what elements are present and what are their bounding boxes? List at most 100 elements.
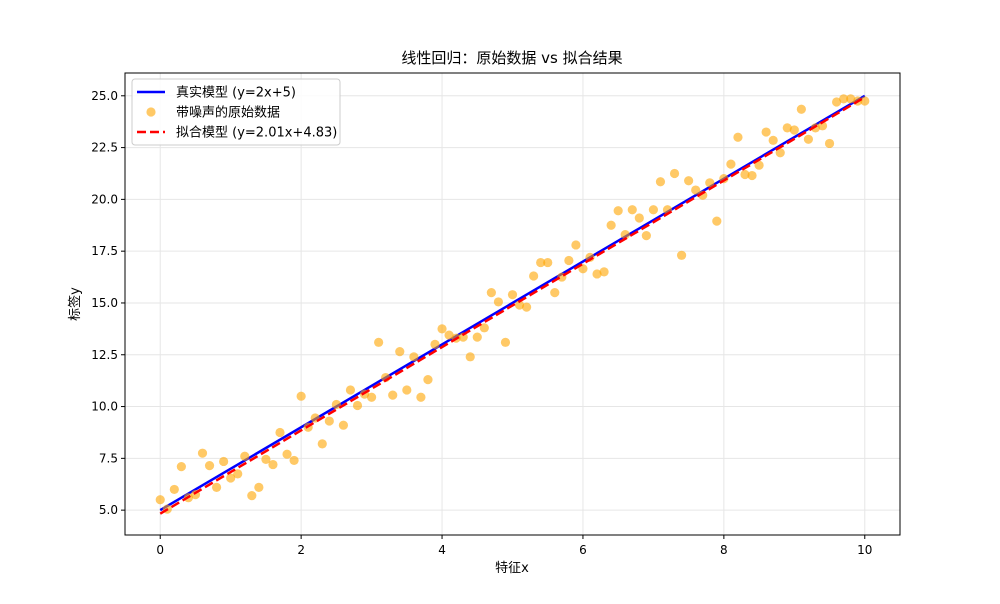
y-axis-label: 标签y bbox=[67, 287, 83, 321]
data-point bbox=[726, 159, 736, 169]
data-point bbox=[839, 94, 849, 104]
data-point bbox=[761, 127, 771, 137]
data-point bbox=[197, 448, 208, 458]
data-point bbox=[211, 482, 222, 492]
data-point bbox=[472, 332, 482, 342]
data-point bbox=[613, 206, 623, 216]
x-tick-label: 8 bbox=[720, 543, 728, 557]
data-point bbox=[388, 390, 398, 400]
data-point bbox=[374, 337, 384, 347]
data-point bbox=[395, 347, 405, 357]
data-point bbox=[479, 323, 489, 333]
data-point bbox=[733, 132, 743, 142]
data-point bbox=[521, 302, 532, 312]
data-point bbox=[627, 205, 637, 215]
data-point bbox=[155, 495, 165, 505]
data-point bbox=[169, 484, 179, 495]
data-point bbox=[831, 97, 842, 107]
y-tick-label: 12.5 bbox=[91, 348, 118, 362]
data-point bbox=[416, 392, 426, 402]
data-point bbox=[219, 456, 229, 467]
data-point bbox=[768, 135, 778, 145]
data-point bbox=[740, 169, 750, 180]
data-point bbox=[507, 290, 518, 300]
y-tick-label: 10.0 bbox=[91, 400, 118, 414]
data-point bbox=[261, 454, 271, 464]
data-point bbox=[486, 288, 496, 298]
data-point bbox=[437, 324, 447, 334]
data-point bbox=[352, 400, 363, 411]
data-point bbox=[634, 213, 644, 223]
data-point bbox=[669, 168, 680, 179]
data-point bbox=[676, 250, 687, 260]
data-point bbox=[599, 267, 609, 277]
data-point bbox=[592, 269, 602, 279]
true-model-line bbox=[159, 94, 866, 512]
x-tick-label: 6 bbox=[579, 543, 587, 557]
data-point bbox=[543, 257, 553, 268]
data-point bbox=[268, 459, 278, 470]
data-point bbox=[641, 231, 651, 241]
data-point bbox=[824, 138, 835, 149]
y-tick-label: 20.0 bbox=[91, 192, 118, 206]
data-point bbox=[296, 391, 306, 401]
x-tick-label: 2 bbox=[297, 543, 305, 557]
y-tick-label: 5.0 bbox=[99, 503, 118, 517]
x-tick-label: 10 bbox=[857, 543, 872, 557]
y-tick-label: 25.0 bbox=[91, 89, 118, 103]
data-point bbox=[444, 330, 454, 340]
y-tick-label: 15.0 bbox=[91, 296, 118, 310]
legend-true-model-label: 真实模型 (y=2x+5) bbox=[176, 86, 296, 101]
data-point bbox=[430, 339, 440, 349]
data-point bbox=[571, 240, 581, 250]
plot-content bbox=[155, 94, 870, 515]
y-tick-label: 22.5 bbox=[91, 141, 118, 155]
data-point bbox=[529, 271, 539, 281]
data-point bbox=[747, 170, 757, 181]
legend-data-swatch bbox=[146, 107, 156, 117]
grid bbox=[125, 73, 900, 535]
legend-data-label: 带噪声的原始数据 bbox=[176, 105, 280, 121]
axes-frame bbox=[124, 72, 901, 536]
data-point bbox=[338, 420, 349, 430]
data-point bbox=[409, 352, 419, 362]
x-tick-label: 4 bbox=[438, 543, 446, 557]
data-point bbox=[423, 375, 433, 385]
data-point bbox=[226, 473, 236, 483]
data-point bbox=[324, 416, 334, 426]
x-tick-label: 0 bbox=[156, 543, 164, 557]
data-point bbox=[754, 160, 764, 170]
x-axis-label: 特征x bbox=[495, 561, 529, 576]
data-point bbox=[458, 332, 468, 342]
data-point bbox=[240, 451, 250, 461]
data-point bbox=[796, 104, 806, 114]
data-point bbox=[536, 257, 546, 268]
fitted-model-line bbox=[159, 96, 866, 515]
data-point bbox=[712, 216, 722, 226]
data-point bbox=[606, 220, 616, 230]
data-point bbox=[402, 385, 412, 395]
x-axis-ticks: 0 2 4 6 8 10 bbox=[156, 535, 872, 557]
data-point bbox=[366, 392, 377, 402]
legend-box bbox=[131, 78, 341, 146]
data-point bbox=[493, 297, 504, 307]
data-point bbox=[691, 185, 701, 195]
legend-fitted-model-label: 拟合模型 (y=2.01x+4.83) bbox=[176, 126, 337, 141]
data-point bbox=[254, 482, 264, 492]
data-point bbox=[648, 205, 659, 215]
data-point bbox=[317, 439, 327, 449]
data-point bbox=[275, 427, 285, 438]
data-point bbox=[289, 455, 299, 466]
data-point bbox=[860, 96, 870, 106]
y-tick-label: 17.5 bbox=[91, 244, 118, 258]
data-point bbox=[465, 352, 475, 362]
chart-title: 线性回归：原始数据 vs 拟合结果 bbox=[401, 49, 622, 67]
data-point bbox=[705, 178, 715, 188]
data-point bbox=[550, 288, 560, 298]
data-point bbox=[803, 134, 814, 144]
data-point bbox=[345, 385, 356, 395]
data-point bbox=[331, 399, 341, 410]
